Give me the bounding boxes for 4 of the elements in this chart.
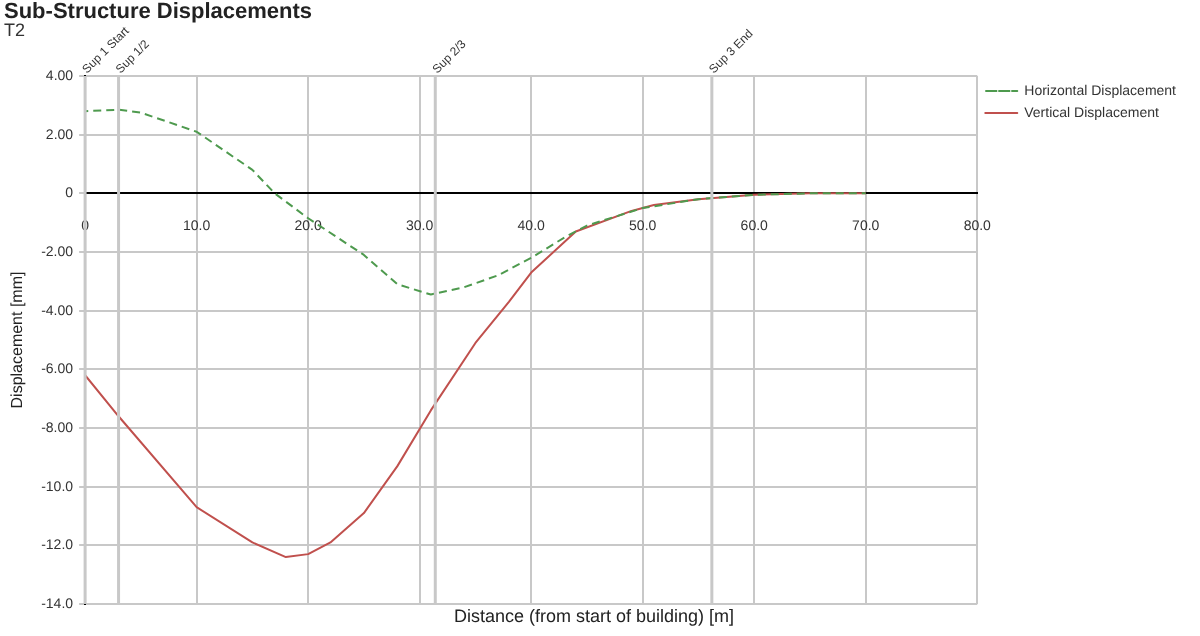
x-axis-title: Distance (from start of building) [m] [451, 606, 737, 626]
chart-title: Sub-Structure Displacements [4, 0, 313, 24]
chart-subtitle: T2 [4, 20, 26, 40]
y-axis-title: Displacement [mm] [8, 271, 27, 409]
